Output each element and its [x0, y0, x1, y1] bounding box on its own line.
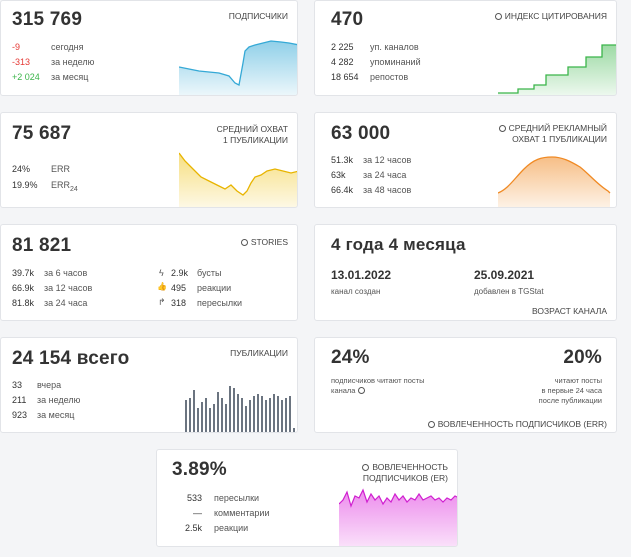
stories-card[interactable]: 81 821 STORIES 39.7k за 6 часов 66.9k за 1…	[0, 224, 298, 321]
subscribers-row: -313 за неделю	[12, 57, 95, 67]
err-right-value: 20%	[563, 347, 602, 368]
created-label: канал создан	[331, 287, 381, 296]
subscribers-sparkline	[179, 40, 297, 95]
citation-value: 470	[331, 9, 364, 30]
err-left-text: подписчиков читают посты канала	[331, 376, 425, 395]
added-label: добавлен в TGStat	[474, 287, 544, 296]
channel-age-card[interactable]: 4 года 4 месяца 13.01.2022 канал создан …	[314, 224, 617, 321]
stories-row: 2.9k бусты	[171, 268, 222, 278]
publications-row: 33 вчера	[12, 380, 62, 390]
created-date: 13.01.2022	[331, 268, 392, 282]
stories-row: 318 пересылки	[171, 298, 243, 308]
er-value: 3.89%	[172, 459, 227, 480]
stories-row: 81.8k за 24 часа	[12, 298, 88, 308]
er-card[interactable]: 3.89% ВОВЛЕЧЕННОСТЬ ПОДПИСЧИКОВ (ER) 533 п…	[156, 449, 458, 547]
err-card[interactable]: 24% подписчиков читают посты канала 20% ч…	[314, 337, 617, 433]
citation-row: 18 654 репостов	[331, 72, 409, 82]
err-label: ВОВЛЕЧЕННОСТЬ ПОДПИСЧИКОВ (ERR)	[427, 419, 607, 430]
avg-reach-row: 19.9% ERR24	[12, 180, 78, 193]
ad-reach-row: 66.4k за 48 часов	[331, 185, 412, 195]
subscribers-card[interactable]: 315 769 ПОДПИСЧИКИ -9 сегодня -313 за неде…	[0, 0, 298, 96]
citation-label: ИНДЕКС ЦИТИРОВАНИЯ	[494, 11, 607, 22]
citation-sparkline	[498, 44, 616, 95]
subscribers-label: ПОДПИСЧИКИ	[228, 11, 288, 21]
info-icon[interactable]	[357, 387, 365, 394]
stories-row: 66.9k за 12 часов	[12, 283, 93, 293]
stories-row: 39.7k за 6 часов	[12, 268, 88, 278]
avg-reach-row: 24% ERR	[12, 164, 71, 174]
ad-reach-row: 51.3k за 12 часов	[331, 155, 412, 165]
avg-reach-sparkline	[179, 152, 297, 207]
added-date: 25.09.2021	[474, 268, 535, 282]
avg-reach-value: 75 687	[12, 123, 72, 144]
stories-value: 81 821	[12, 235, 72, 256]
share-icon: ↱	[158, 297, 166, 307]
channel-age-value: 4 года 4 месяца	[331, 235, 466, 254]
citation-row: 4 282 упоминаний	[331, 57, 421, 67]
ad-reach-value: 63 000	[331, 123, 391, 144]
er-row: 2.5k реакции	[184, 523, 249, 533]
ad-reach-label: СРЕДНИЙ РЕКЛАМНЫЙ ОХВАТ 1 ПУБЛИКАЦИИ	[498, 123, 607, 145]
ad-reach-row: 63k за 24 часа	[331, 170, 407, 180]
info-icon[interactable]	[427, 421, 435, 428]
publications-card[interactable]: 24 154 всего ПУБЛИКАЦИИ 33 вчера 211 за не…	[0, 337, 298, 433]
err-left-value: 24%	[331, 347, 370, 368]
err-right-text: читают посты в первые 24 часа после публик…	[538, 376, 602, 405]
info-icon[interactable]	[498, 125, 506, 132]
citation-row: 2 225 уп. каналов	[331, 42, 419, 52]
ad-reach-card[interactable]: 63 000 СРЕДНИЙ РЕКЛАМНЫЙ ОХВАТ 1 ПУБЛИКАЦ…	[314, 112, 617, 208]
ad-reach-sparkline	[498, 156, 611, 207]
subscribers-value: 315 769	[12, 9, 83, 30]
channel-age-label: ВОЗРАСТ КАНАЛА	[532, 306, 607, 316]
avg-reach-label: СРЕДНИЙ ОХВАТ 1 ПУБЛИКАЦИИ	[216, 124, 288, 145]
er-row: — комментарии	[193, 508, 270, 518]
stories-label: STORIES	[240, 237, 288, 248]
publications-row: 923 за месяц	[12, 410, 75, 420]
avg-reach-card[interactable]: 75 687 СРЕДНИЙ ОХВАТ 1 ПУБЛИКАЦИИ 24% ERR …	[0, 112, 298, 208]
info-icon[interactable]	[494, 13, 502, 20]
citation-card[interactable]: 470 ИНДЕКС ЦИТИРОВАНИЯ 2 225 уп. каналов …	[314, 0, 617, 96]
publications-row: 211 за неделю	[12, 395, 81, 405]
er-sparkline	[339, 488, 457, 546]
subscribers-row: -9 сегодня	[12, 42, 84, 52]
er-row: 533 пересылки	[186, 493, 260, 503]
publications-label: ПУБЛИКАЦИИ	[230, 348, 288, 358]
thumbs-up-icon: 👍	[157, 282, 167, 291]
stories-row: 495 реакции	[171, 283, 232, 293]
info-icon[interactable]	[362, 464, 370, 471]
info-icon[interactable]	[240, 239, 248, 246]
subscribers-row: +2 024 за месяц	[12, 72, 89, 82]
boost-icon: ϟ	[159, 268, 164, 278]
er-label: ВОВЛЕЧЕННОСТЬ ПОДПИСЧИКОВ (ER)	[362, 462, 448, 483]
publications-value: 24 154 всего	[12, 348, 130, 369]
publications-bar-chart	[185, 386, 295, 432]
